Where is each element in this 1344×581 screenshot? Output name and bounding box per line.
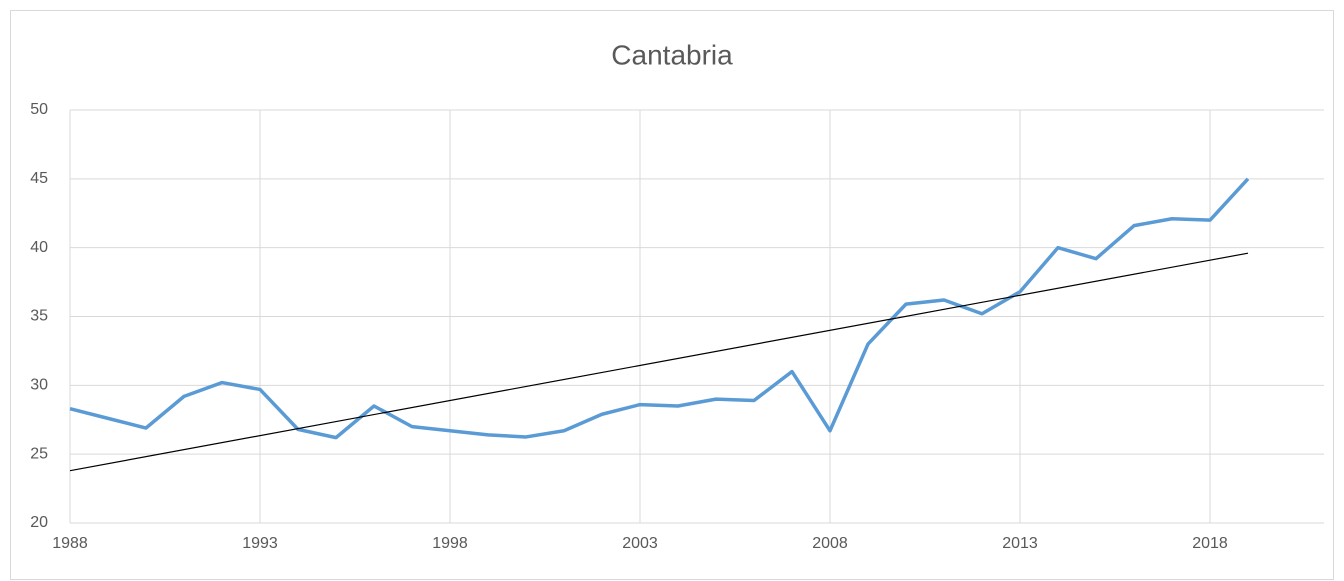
y-tick-label: 20: [30, 514, 48, 531]
x-tick-label: 2018: [1192, 535, 1228, 552]
x-tick-label: 2008: [812, 535, 848, 552]
x-tick-label: 1993: [242, 535, 278, 552]
x-tick-label: 1998: [432, 535, 468, 552]
y-tick-label: 30: [30, 377, 48, 394]
y-tick-label: 45: [30, 170, 48, 187]
chart-border: [10, 10, 1334, 580]
y-tick-label: 40: [30, 239, 48, 256]
data-line: [69, 177, 1250, 440]
y-tick-label: 50: [30, 101, 48, 118]
x-tick-label: 1988: [52, 535, 88, 552]
y-tick-label: 35: [30, 308, 48, 325]
chart-title: Cantabria: [611, 39, 733, 70]
y-tick-label: 25: [30, 445, 48, 462]
x-tick-label: 2013: [1002, 535, 1038, 552]
trend-line: [69, 252, 1249, 472]
x-tick-label: 2003: [622, 535, 658, 552]
